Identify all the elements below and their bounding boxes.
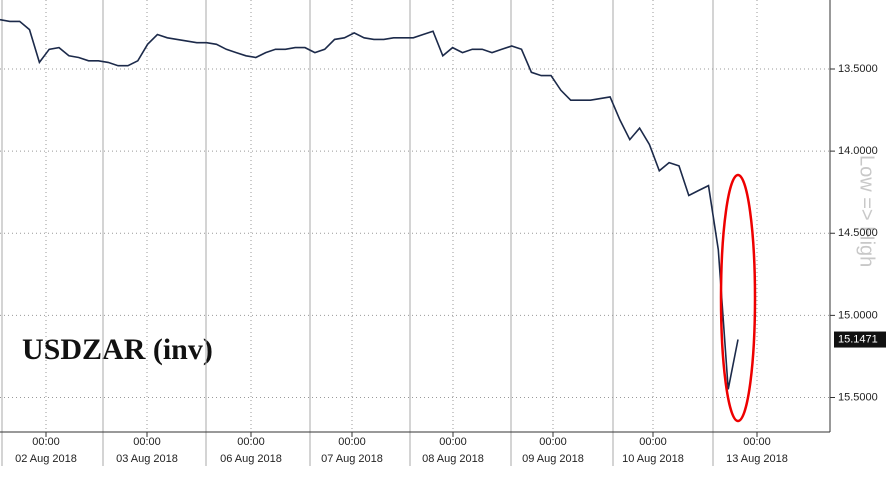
y-tick-label: 15.5000 <box>838 391 878 403</box>
x-tick-time: 00:00 <box>539 436 567 448</box>
y-tick-label: 14.0000 <box>838 145 878 157</box>
x-tick-date: 09 Aug 2018 <box>522 453 584 465</box>
x-tick-date: 10 Aug 2018 <box>622 453 684 465</box>
annotation: USDZAR (inv) <box>22 333 213 366</box>
x-tick-date: 06 Aug 2018 <box>220 453 282 465</box>
x-tick-time: 00:00 <box>32 436 60 448</box>
x-tick-time: 00:00 <box>237 436 265 448</box>
axis-note: Low => High <box>856 155 878 267</box>
x-tick-date: 08 Aug 2018 <box>422 453 484 465</box>
x-tick-date: 02 Aug 2018 <box>15 453 77 465</box>
x-tick-time: 00:00 <box>133 436 161 448</box>
x-tick-time: 00:00 <box>639 436 667 448</box>
x-tick-time: 00:00 <box>743 436 771 448</box>
highlight-ellipse <box>719 173 757 423</box>
y-tick-label: 13.5000 <box>838 63 878 75</box>
x-tick-date: 03 Aug 2018 <box>116 453 178 465</box>
last-value-label: 15.1471 <box>838 333 878 345</box>
y-tick-label: 14.5000 <box>838 227 878 239</box>
price-line <box>0 18 739 390</box>
x-tick-date: 13 Aug 2018 <box>726 453 788 465</box>
x-tick-time: 00:00 <box>439 436 467 448</box>
x-tick-date: 07 Aug 2018 <box>321 453 383 465</box>
last-value-box <box>834 331 886 348</box>
x-tick-time: 00:00 <box>338 436 366 448</box>
y-tick-label: 15.0000 <box>838 309 878 321</box>
